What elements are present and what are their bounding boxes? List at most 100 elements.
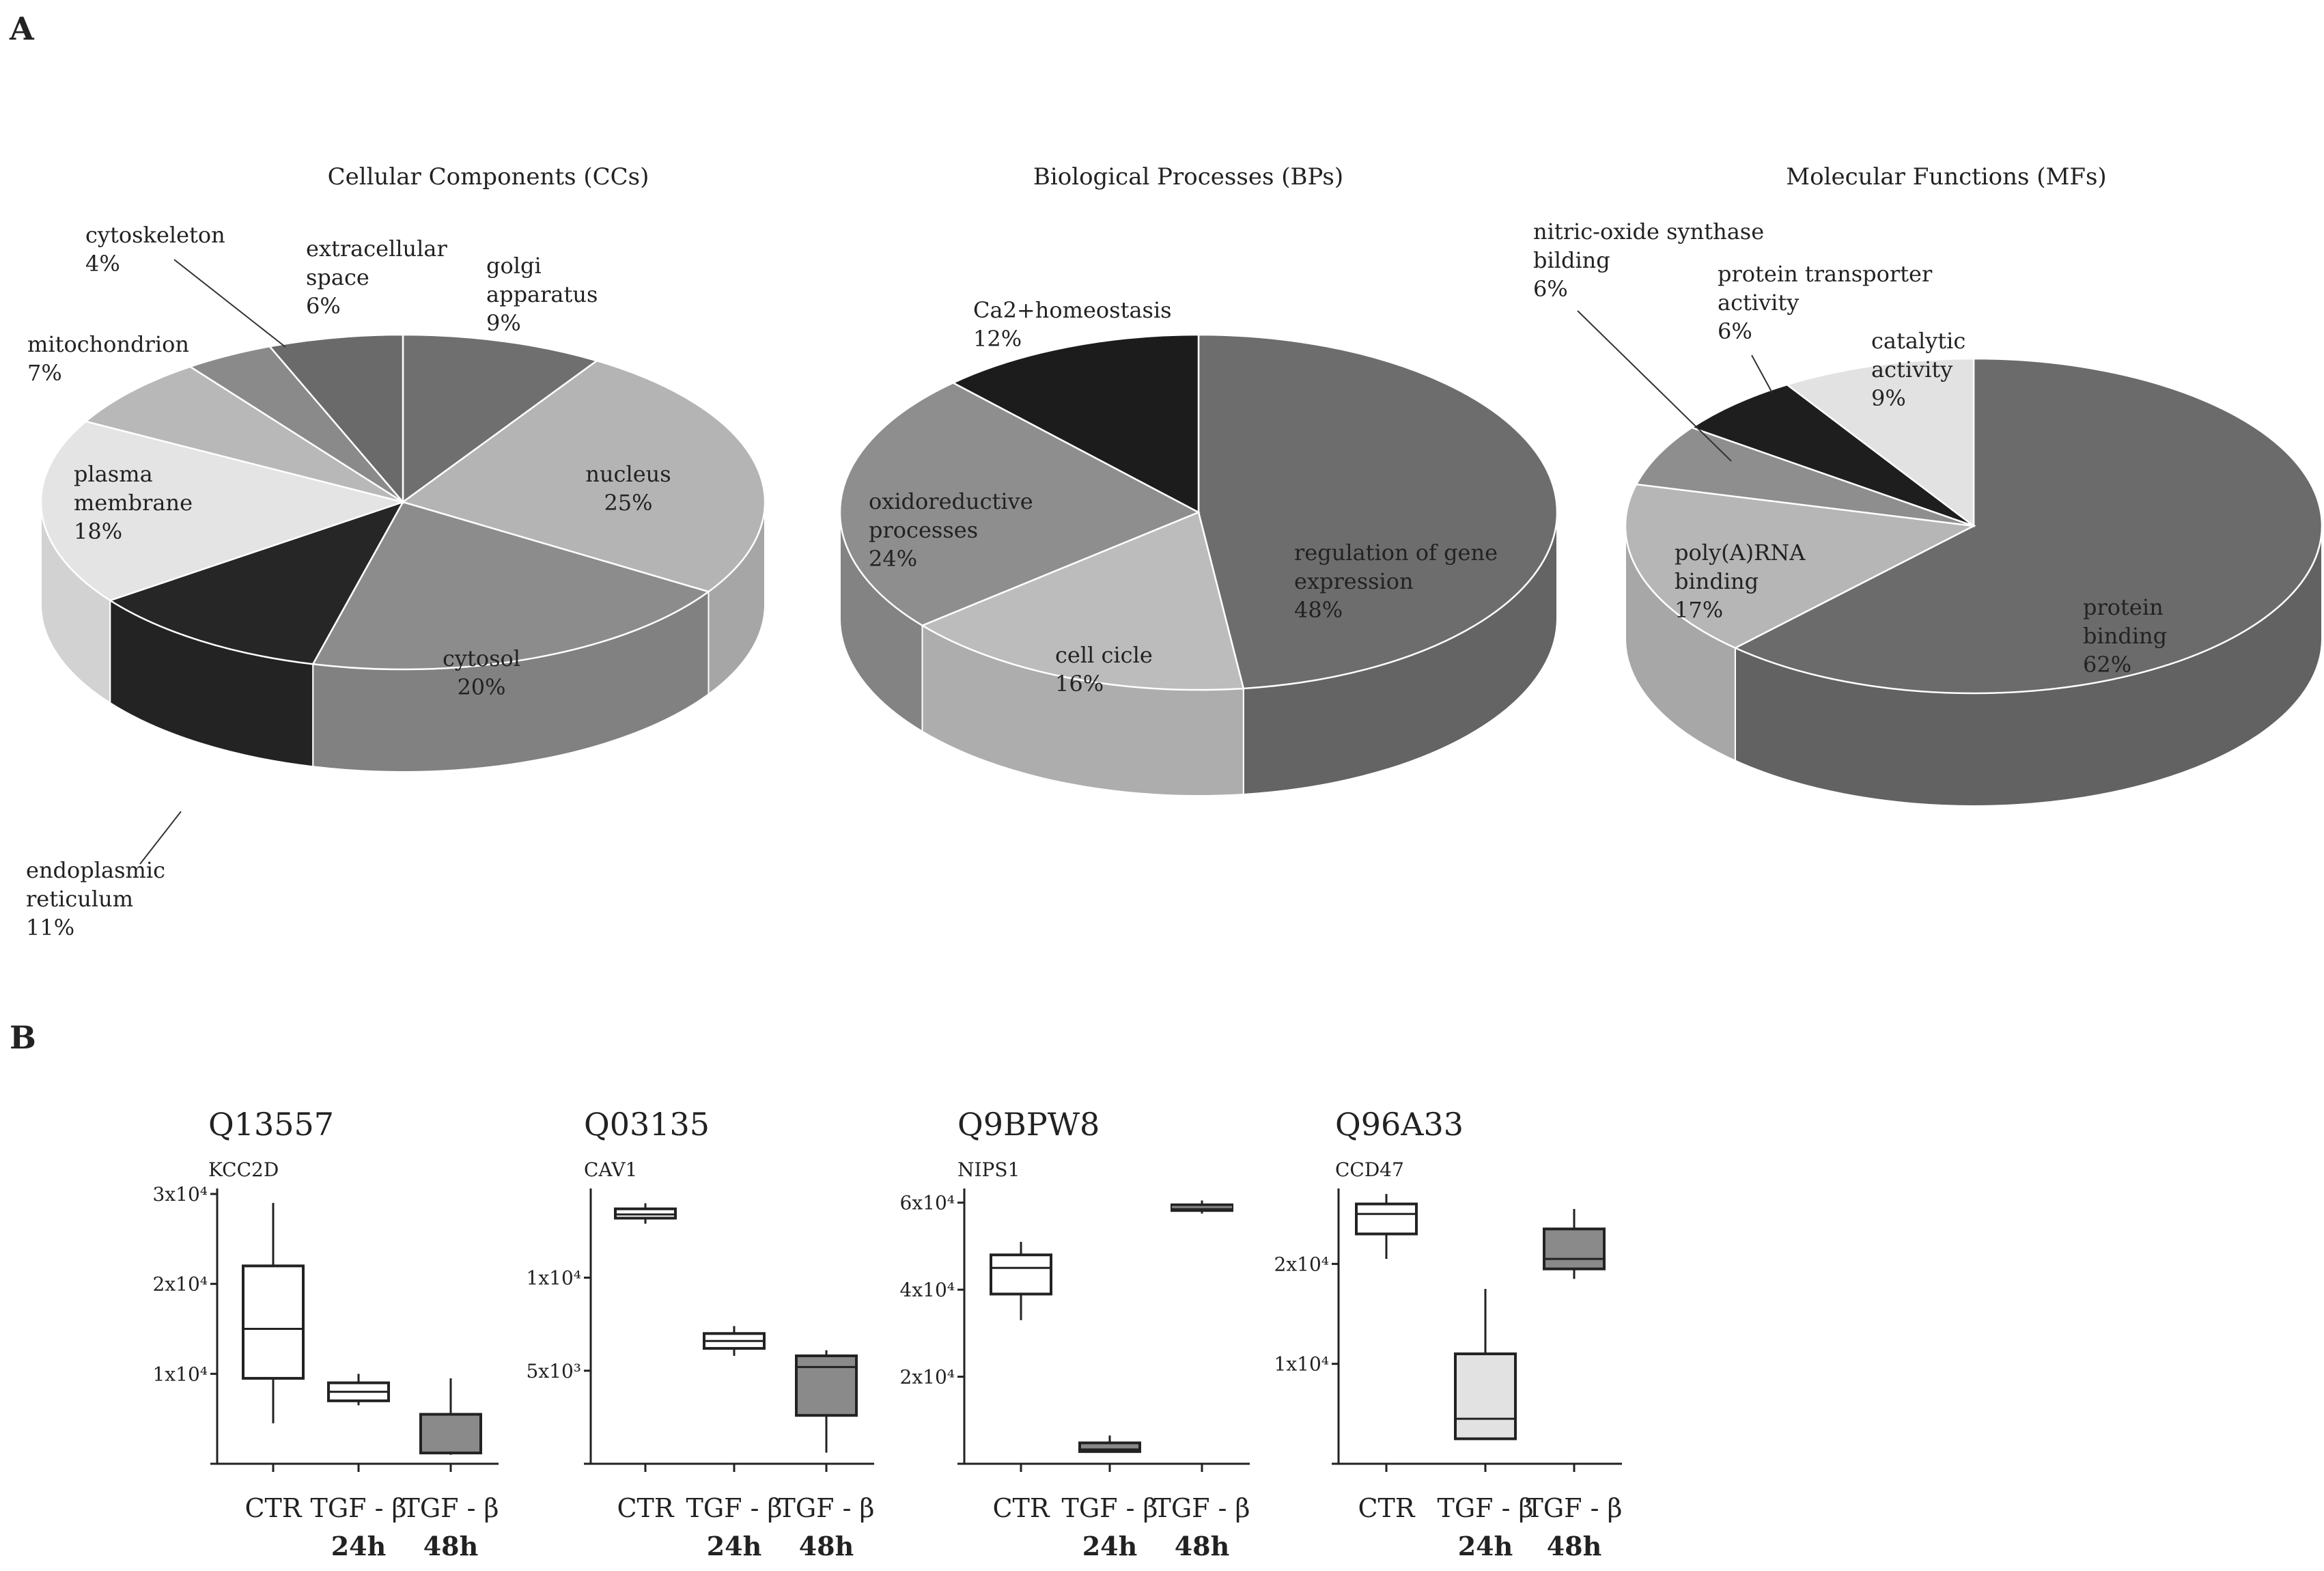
pie-label-line: catalytic xyxy=(1871,328,1965,354)
box-plot-title: Q03135 xyxy=(584,1106,710,1143)
pie-slice-1 xyxy=(1733,357,2323,695)
leader-line xyxy=(1577,310,1732,462)
pie-label-1: golgi apparatus 9% xyxy=(486,253,598,336)
x-tick-label: TGF - β 24h xyxy=(310,1493,406,1561)
pie-label-4: Ca2+homeostasis 12% xyxy=(973,297,1172,352)
box-plot-title: Q13557 xyxy=(208,1106,334,1143)
pie-label-pct: 9% xyxy=(486,310,521,336)
box-3 xyxy=(1543,1208,1606,1279)
pie-label-pct: 24% xyxy=(869,546,917,572)
y-tick-label: 2x10⁴ xyxy=(900,1366,955,1389)
box-plot-title: Q96A33 xyxy=(1335,1106,1464,1143)
pie-label-pct: 25% xyxy=(604,490,652,516)
pie-slice-1 xyxy=(1197,333,1558,690)
x-tick-label-line: TGF - β xyxy=(1437,1493,1533,1523)
pie-label-2: poly(A)RNA binding 17% xyxy=(1675,540,1806,623)
pie-label-line: binding xyxy=(2083,623,2167,649)
pie-label-3: oxidoreductive processes 24% xyxy=(869,488,1033,572)
y-tick-label: 1x10⁴ xyxy=(527,1267,581,1290)
pie-top xyxy=(839,333,1558,691)
x-tick-label-sub: 24h xyxy=(1458,1531,1513,1561)
box-1 xyxy=(614,1203,677,1224)
pie-label-line: golgi xyxy=(486,253,542,279)
pie-label-6: mitochondrion 7% xyxy=(27,331,189,386)
box-1 xyxy=(1355,1194,1418,1260)
box-1 xyxy=(242,1203,305,1423)
leader-line xyxy=(139,811,182,865)
y-tick-label: 1x10⁴ xyxy=(153,1363,208,1385)
pie-label-line: space xyxy=(306,264,369,290)
box-plot-title: Q9BPW8 xyxy=(957,1106,1100,1143)
y-tick-label: 5x10³ xyxy=(527,1360,581,1382)
pie-title: Biological Processes (BPs) xyxy=(1033,163,1343,191)
pie-label-line: nitric-oxide synthase xyxy=(1533,219,1764,245)
box-iqr xyxy=(419,1413,482,1455)
pie-label-line: mitochondrion xyxy=(27,331,189,357)
y-tick-label: 4x10⁴ xyxy=(900,1279,955,1301)
y-tick-label: 1x10⁴ xyxy=(1274,1353,1329,1376)
pie-slice-2 xyxy=(920,511,1245,691)
pie-slice-4 xyxy=(951,333,1200,514)
pie-label-line: protein xyxy=(2083,594,2164,620)
pie-slice-3 xyxy=(1635,426,1974,527)
pie-label-7: cytoskeleton 4% xyxy=(85,222,225,277)
pie-label-2: nucleus 25% xyxy=(585,461,671,516)
x-tick-label-sub: 48h xyxy=(799,1531,854,1561)
pie-label-pct: 20% xyxy=(457,674,505,700)
pie-label-2: cell cicle 16% xyxy=(1055,642,1153,697)
x-tick-label-line: TGF - β xyxy=(1153,1493,1250,1523)
pie-slice-4 xyxy=(108,500,405,665)
pie-top xyxy=(40,333,766,671)
y-tick-label: 2x10⁴ xyxy=(1274,1253,1329,1275)
pie-sides xyxy=(40,501,766,773)
x-tick-label-line: CTR xyxy=(244,1493,302,1523)
x-tick-label: CTR xyxy=(617,1493,674,1523)
pie-slice-3 xyxy=(839,382,1201,627)
pie-slice-2 xyxy=(401,359,766,593)
pie-label-1: regulation of gene expression 48% xyxy=(1294,540,1498,623)
x-tick-label-line: TGF - β xyxy=(310,1493,406,1523)
pie-label-line: reticulum xyxy=(26,886,133,912)
box-iqr xyxy=(795,1354,858,1417)
x-tick-label-line: TGF - β xyxy=(686,1493,782,1523)
pie-label-line: activity xyxy=(1718,290,1799,316)
pie-label-line: poly(A)RNA xyxy=(1675,540,1806,566)
pie-slice-5 xyxy=(1785,357,1975,528)
x-tick-label: TGF - β 48h xyxy=(402,1493,499,1561)
box-3 xyxy=(795,1350,858,1453)
pie-label-pct: 18% xyxy=(74,518,122,544)
y-tick-label: 2x10⁴ xyxy=(153,1273,208,1296)
pie-label-line: endoplasmic xyxy=(26,857,165,883)
pie-title: Molecular Functions (MFs) xyxy=(1786,163,2106,191)
pie-label-line: expression xyxy=(1294,568,1414,594)
pie-label-pct: 16% xyxy=(1055,671,1104,697)
pie-label-line: apparatus xyxy=(486,281,598,307)
x-tick-label: TGF - β 48h xyxy=(778,1493,874,1561)
pie-label-pct: 12% xyxy=(973,326,1022,352)
box-iqr xyxy=(1454,1352,1517,1441)
pie-label-pct: 7% xyxy=(27,360,62,386)
pie-label-line: regulation of gene xyxy=(1294,540,1498,566)
pie-label-line: extracellular xyxy=(306,236,447,262)
box-2 xyxy=(327,1374,390,1406)
x-tick-label-sub: 48h xyxy=(423,1531,479,1561)
pie-label-line: binding xyxy=(1675,568,1759,594)
box-plot-subtitle: KCC2D xyxy=(208,1158,279,1181)
box-plot-subtitle: CCD47 xyxy=(1335,1158,1404,1181)
x-tick-label-line: TGF - β xyxy=(1526,1493,1622,1523)
box-3 xyxy=(419,1378,482,1455)
pie-label-pct: 17% xyxy=(1675,597,1723,623)
box-2 xyxy=(1078,1435,1141,1454)
leader-line xyxy=(173,259,286,348)
x-tick-label-sub: 24h xyxy=(1082,1531,1138,1561)
box-iqr xyxy=(242,1264,305,1380)
x-tick-label: TGF - β 48h xyxy=(1153,1493,1250,1561)
x-tick-label-sub: 24h xyxy=(707,1531,762,1561)
x-tick-label: TGF - β 48h xyxy=(1526,1493,1622,1561)
x-tick-label: CTR xyxy=(244,1493,302,1523)
